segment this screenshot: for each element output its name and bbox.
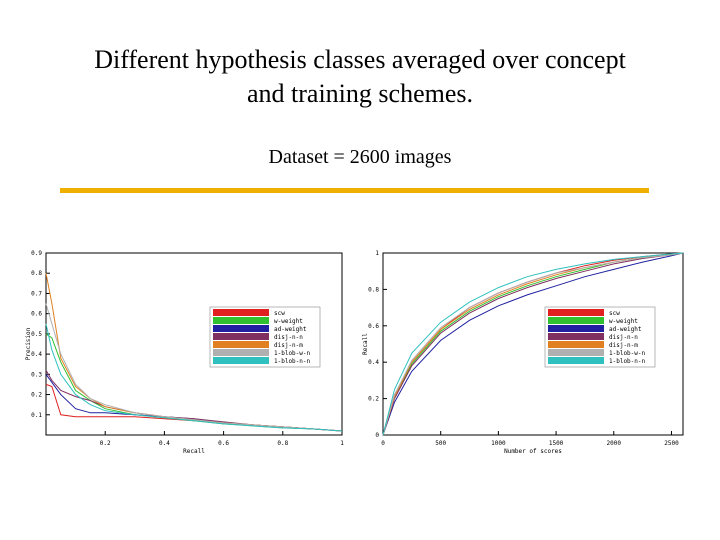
plot-frame (382, 252, 684, 436)
x-tick-label: 0 (381, 440, 385, 447)
y-tick-label: 0 (375, 432, 379, 439)
legend-swatch-disj-n-n (213, 333, 269, 340)
y-tick-label: 0.7 (31, 290, 42, 297)
legend-swatch-1-blob-w-n (548, 349, 604, 356)
legend-swatch-ad-weight (213, 325, 269, 332)
x-tick-label: 1 (340, 440, 344, 447)
y-tick-label: 0.1 (31, 412, 42, 419)
series-line-1-blob-w-n (382, 252, 684, 436)
slide-title-line-2: and training schemes. (247, 79, 473, 108)
x-tick-label: 0.4 (159, 440, 170, 447)
y-tick-label: 0.4 (31, 351, 42, 358)
slide-title-line-1: Different hypothesis classes averaged ov… (94, 45, 626, 74)
legend-label-w-weight: w-weight (274, 318, 303, 325)
legend-swatch-ad-weight (548, 325, 604, 332)
x-axis-label: Recall (183, 448, 205, 455)
y-tick-label: 0.2 (31, 392, 42, 399)
x-tick-label: 0.8 (277, 440, 288, 447)
x-tick-label: 2500 (664, 440, 679, 447)
legend-label-1-blob-w-n: 1-blob-w-n (609, 350, 646, 357)
y-tick-label: 0.4 (368, 359, 379, 366)
legend-swatch-disj-n-m (548, 341, 604, 348)
series-line-disj-n-n (382, 252, 684, 436)
legend-swatch-1-blob-w-n (213, 349, 269, 356)
legend-swatch-1-blob-n-n (213, 357, 269, 364)
slide-subtitle: Dataset = 2600 images (268, 146, 452, 168)
y-tick-label: 0.6 (368, 323, 379, 330)
recall-vs-scores-chart: 0 500 1000 1500 2000 2500 1 0.8 0.6 0.4 0.2 0 Number… (355, 245, 695, 455)
legend-label-1-blob-w-n: 1-blob-w-n (274, 350, 311, 357)
y-axis-label: Recall (362, 333, 369, 355)
divider-rule (60, 188, 649, 193)
legend-swatch-1-blob-n-n (548, 357, 604, 364)
x-tick-label: 0.2 (100, 440, 111, 447)
legend-label-disj-n-m: disj-n-m (274, 342, 303, 349)
x-tick-label: 500 (435, 440, 446, 447)
x-tick-label: 2000 (607, 440, 622, 447)
x-tick-label: 1000 (491, 440, 506, 447)
y-tick-label: 0.3 (31, 371, 42, 378)
legend-label-ad-weight: ad-weight (609, 326, 642, 333)
legend-swatch-w-weight (213, 317, 269, 324)
legend-swatch-scw (548, 309, 604, 316)
legend-label-scw: scw (609, 310, 620, 317)
precision-recall-chart: 0.2 0.4 0.6 0.8 1 0.9 0.8 0.7 0.6 0.5 0.4 0.3 0.2 0.1… (20, 245, 350, 455)
legend-label-1-blob-n-n: 1-blob-n-n (609, 358, 646, 365)
legend-label-scw: scw (274, 310, 285, 317)
y-tick-label: 0.9 (31, 250, 42, 257)
legend-swatch-w-weight (548, 317, 604, 324)
legend-label-w-weight: w-weight (609, 318, 638, 325)
y-tick-label: 0.5 (31, 331, 42, 338)
y-tick-label: 0.6 (31, 311, 42, 318)
legend-label-1-blob-n-n: 1-blob-n-n (274, 358, 311, 365)
legend-label-disj-n-m: disj-n-m (609, 342, 638, 349)
x-axis-label: Number of scores (504, 448, 562, 455)
legend-swatch-scw (213, 309, 269, 316)
legend-swatch-disj-n-m (213, 341, 269, 348)
y-tick-label: 0.8 (368, 286, 379, 293)
legend-label-ad-weight: ad-weight (274, 326, 307, 333)
legend-label-disj-n-n: disj-n-n (609, 334, 638, 341)
series-line-1-blob-n-n (45, 323, 343, 432)
legend-swatch-disj-n-n (548, 333, 604, 340)
y-tick-label: 0.2 (368, 396, 379, 403)
legend-label-disj-n-n: disj-n-n (274, 334, 303, 341)
series-line-1-blob-n-n (382, 252, 684, 436)
y-tick-label: 1 (375, 250, 379, 257)
series-line-ad-weight (382, 252, 684, 436)
plot-frame (45, 252, 343, 436)
y-axis-label: Precision (25, 327, 32, 360)
y-tick-label: 0.8 (31, 270, 42, 277)
x-tick-label: 0.6 (218, 440, 229, 447)
x-tick-label: 1500 (549, 440, 564, 447)
series-line-1-blob-w-n (45, 303, 343, 432)
